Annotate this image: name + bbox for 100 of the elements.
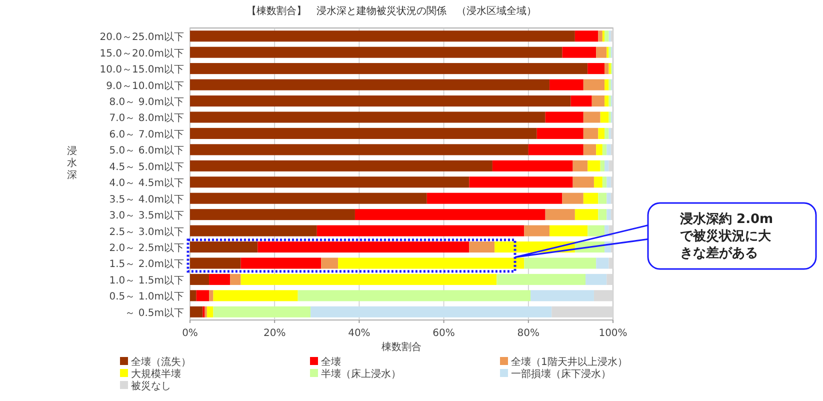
bar [190, 30, 575, 42]
bar [552, 306, 613, 318]
bar [574, 209, 598, 220]
bar [594, 176, 602, 188]
bar [562, 46, 596, 58]
bar [524, 258, 596, 269]
bar [572, 176, 594, 188]
bar [604, 63, 609, 74]
bar [426, 192, 562, 204]
bar [298, 290, 531, 302]
bar [536, 128, 584, 139]
bar [190, 225, 317, 236]
bar [190, 306, 203, 318]
legend-label: 半壊（床上浸水） [321, 368, 401, 380]
bar [496, 274, 586, 285]
bar [588, 63, 605, 74]
bar [310, 306, 552, 318]
bar [608, 258, 613, 269]
bar [190, 112, 546, 123]
bar [190, 95, 571, 107]
bar [604, 79, 609, 90]
legend-label: 大規模半壊 [131, 368, 181, 380]
bar [469, 241, 495, 253]
x-axis-title: 棟数割合 [382, 341, 422, 353]
bar [604, 128, 609, 139]
x-tick-label: 0% [182, 328, 198, 339]
y-tick-label: 5.0～ 6.0m以下 [109, 144, 184, 157]
bar [606, 192, 611, 204]
x-tick-label: 40% [348, 328, 370, 339]
bar [190, 79, 550, 90]
bar [606, 274, 613, 285]
bar [190, 290, 196, 302]
bar [606, 176, 611, 188]
bar [190, 209, 355, 220]
legend-label: 全壊 [321, 356, 341, 368]
bar [524, 225, 550, 236]
y-tick-label: 20.0～25.0m以下 [100, 31, 184, 44]
bar [583, 79, 605, 90]
x-tick-label: 80% [517, 328, 540, 339]
bar [190, 258, 241, 269]
bar [583, 144, 596, 156]
y-tick-label: 9.0～10.0m以下 [106, 80, 184, 92]
bar [592, 95, 605, 107]
y-tick-label: 8.0～ 9.0m以下 [109, 96, 184, 108]
y-tick-label: 7.0～ 8.0m以下 [109, 112, 184, 124]
bar [240, 274, 497, 285]
bar [550, 79, 584, 90]
bar [604, 30, 609, 42]
bar [528, 144, 584, 156]
bar [230, 274, 241, 285]
y-tick-label: 10.0～15.0m以下 [100, 64, 184, 76]
bar [213, 290, 298, 302]
legend-label: 被災なし [131, 380, 171, 392]
bar [598, 192, 607, 204]
bar [606, 144, 611, 156]
bar [545, 209, 575, 220]
y-axis-title: 浸水深 [67, 145, 77, 181]
y-tick-label: 0.5～ 1.0m以下 [109, 290, 184, 303]
bar [321, 258, 338, 269]
x-tick-label: 60% [432, 328, 455, 339]
y-tick-label: 6.0～ 7.0m以下 [109, 128, 184, 140]
bar [588, 160, 600, 172]
y-tick-label: ～ 0.5m以下 [125, 306, 184, 319]
bar [258, 241, 470, 253]
y-tick-label: 4.5～ 5.0m以下 [109, 160, 184, 173]
bar [190, 63, 588, 74]
y-tick-label: 3.5～ 4.0m以下 [109, 193, 184, 206]
bar [545, 112, 584, 123]
bar [594, 290, 613, 302]
bar [596, 258, 609, 269]
bar [190, 144, 528, 156]
bar [190, 176, 470, 188]
bar [586, 274, 607, 285]
legend-label: 一部損壊（床下浸水） [511, 368, 611, 380]
bar [190, 128, 537, 139]
bar [213, 306, 311, 318]
bar [190, 46, 562, 58]
bar [190, 160, 492, 172]
bar [572, 160, 588, 172]
bar [574, 30, 598, 42]
bar [600, 160, 605, 172]
chart-title: 【棟数割合】 浸水深と建物被災状況の関係 （浸水区域全域） [246, 5, 536, 17]
bar [338, 258, 524, 269]
text: 浸水深約 2.0mで被災状況に大きな差がある [679, 212, 774, 261]
bar [209, 274, 230, 285]
bar [206, 306, 214, 318]
y-tick-label: 2.0～ 2.5m以下 [109, 242, 184, 254]
legend-label: 全壊（1階天井以上浸水） [511, 356, 628, 368]
bar [240, 258, 322, 269]
bar [354, 209, 546, 220]
bar [604, 160, 609, 172]
bar [583, 192, 598, 204]
bar [598, 128, 605, 139]
bar [602, 30, 605, 42]
y-tick-label: 3.0～ 3.5m以下 [109, 210, 184, 222]
bar [598, 30, 602, 42]
bar [492, 160, 573, 172]
y-tick-label: 15.0～20.0m以下 [100, 47, 184, 60]
bar [588, 225, 605, 236]
y-tick-label: 1.5～ 2.0m以下 [109, 258, 184, 270]
